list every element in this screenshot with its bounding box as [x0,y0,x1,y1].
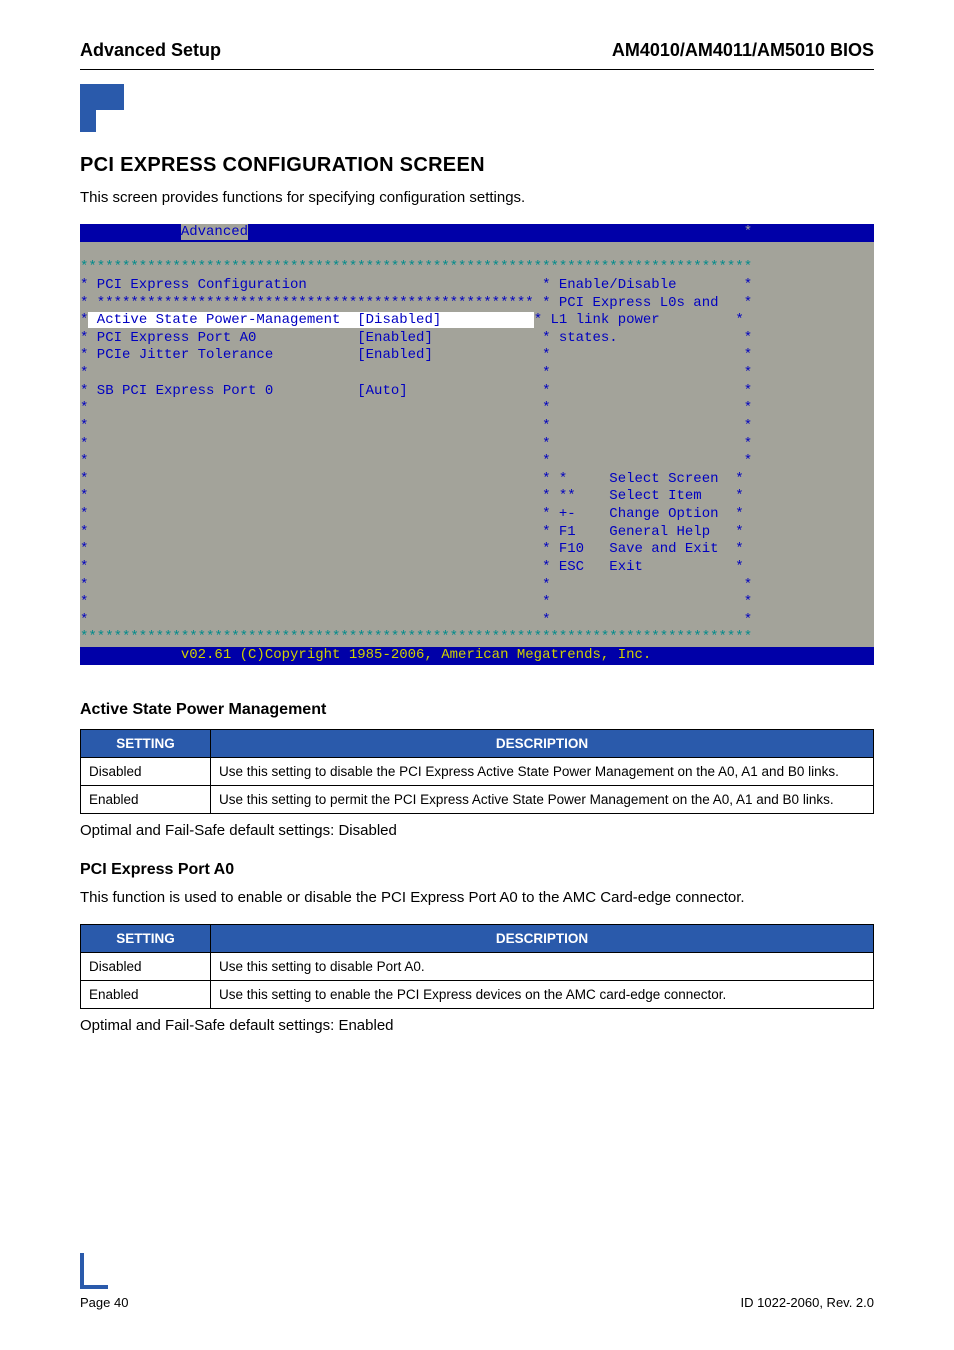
table-row: EnabledUse this setting to permit the PC… [81,785,874,813]
page: Advanced Setup AM4010/AM4011/AM5010 BIOS… [0,0,954,1350]
header-left: Advanced Setup [80,40,221,61]
settings-table: SETTINGDESCRIPTIONDisabledUse this setti… [80,729,874,814]
table-row: EnabledUse this setting to enable the PC… [81,980,874,1008]
table-cell: Enabled [81,980,211,1008]
table-cell: Enabled [81,785,211,813]
table-cell: Use this setting to disable the PCI Expr… [211,757,874,785]
section-title: Active State Power Management [80,701,874,719]
table-header: SETTING [81,924,211,952]
defaults-note: Optimal and Fail-Safe default settings: … [80,822,874,839]
table-header: DESCRIPTION [211,924,874,952]
table-row: DisabledUse this setting to disable the … [81,757,874,785]
section-intro: This function is used to enable or disab… [80,889,874,906]
table-row: DisabledUse this setting to disable Port… [81,952,874,980]
logo-icon [80,84,136,132]
brand-logo [80,84,874,132]
header-right: AM4010/AM4011/AM5010 BIOS [612,40,874,61]
table-cell: Use this setting to permit the PCI Expre… [211,785,874,813]
table-cell: Use this setting to disable Port A0. [211,952,874,980]
table-cell: Disabled [81,952,211,980]
table-cell: Disabled [81,757,211,785]
footer-right: ID 1022-2060, Rev. 2.0 [741,1295,874,1310]
table-cell: Use this setting to enable the PCI Expre… [211,980,874,1008]
page-intro: This screen provides functions for speci… [80,189,874,206]
footer-l-icon [80,1253,108,1289]
bios-screenshot: Advanced * *****************************… [80,224,874,665]
page-header: Advanced Setup AM4010/AM4011/AM5010 BIOS [80,40,874,61]
page-footer: Page 40 ID 1022-2060, Rev. 2.0 [80,1253,874,1310]
header-rule [80,69,874,70]
settings-table: SETTINGDESCRIPTIONDisabledUse this setti… [80,924,874,1009]
table-header: DESCRIPTION [211,729,874,757]
table-header: SETTING [81,729,211,757]
page-title: PCI EXPRESS CONFIGURATION SCREEN [80,154,874,177]
defaults-note: Optimal and Fail-Safe default settings: … [80,1017,874,1034]
section-title: PCI Express Port A0 [80,861,874,879]
footer-left: Page 40 [80,1295,128,1310]
